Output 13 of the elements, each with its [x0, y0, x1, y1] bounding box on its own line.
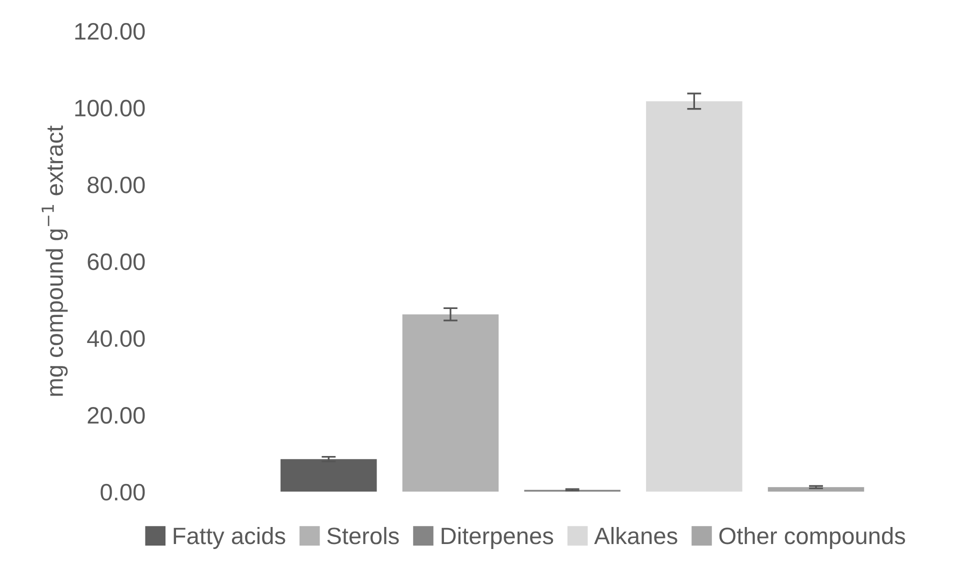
legend-label: Diterpenes: [442, 526, 554, 549]
y-tick-label: 40.00: [87, 330, 145, 347]
legend-label: Alkanes: [594, 526, 678, 544]
y-tick-label: 20.00: [88, 407, 145, 424]
legend-label: Fatty acids: [174, 526, 286, 549]
legend-label: Other compounds: [719, 526, 906, 549]
y-axis-title: mg compound g$^{−1}$ extract: [42, 126, 68, 396]
y-tick-label: 0.00: [100, 484, 145, 501]
y-tick-label: 100.00: [75, 100, 145, 117]
y-tick-label: 80.00: [88, 176, 145, 194]
y-tick-label: 60.00: [88, 253, 145, 270]
y-tick-label: 120.00: [75, 22, 145, 40]
legend-label: Sterols: [327, 526, 399, 544]
